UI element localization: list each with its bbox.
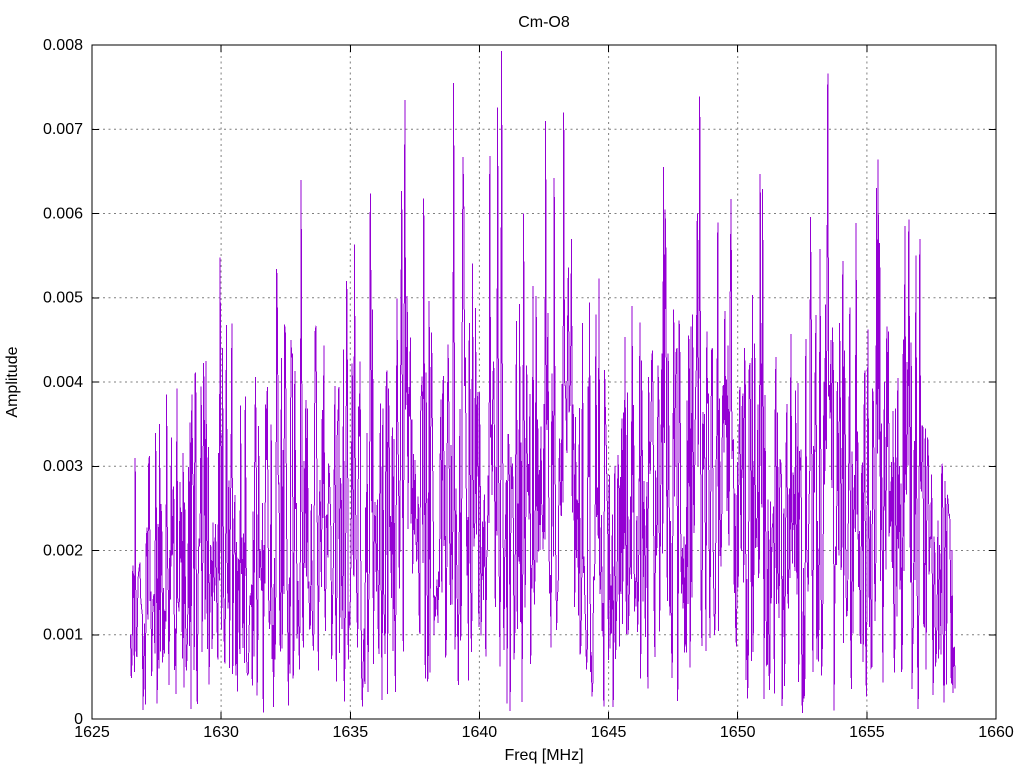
svg-text:Cm-O8: Cm-O8	[518, 14, 570, 31]
svg-text:1660: 1660	[978, 724, 1014, 741]
svg-text:0.001: 0.001	[43, 627, 83, 644]
svg-text:Amplitude: Amplitude	[4, 346, 21, 417]
svg-text:Freq [MHz]: Freq [MHz]	[504, 747, 583, 764]
svg-text:0.007: 0.007	[43, 121, 83, 138]
svg-text:1655: 1655	[849, 724, 885, 741]
svg-text:0.005: 0.005	[43, 290, 83, 307]
svg-text:0.004: 0.004	[43, 374, 83, 391]
svg-text:1635: 1635	[333, 724, 369, 741]
svg-text:0: 0	[74, 711, 83, 728]
svg-text:0.003: 0.003	[43, 458, 83, 475]
svg-text:1645: 1645	[591, 724, 627, 741]
svg-text:1630: 1630	[203, 724, 239, 741]
svg-text:0.008: 0.008	[43, 37, 83, 54]
svg-text:1640: 1640	[462, 724, 498, 741]
svg-text:1650: 1650	[720, 724, 756, 741]
svg-text:0.006: 0.006	[43, 205, 83, 222]
svg-text:0.002: 0.002	[43, 542, 83, 559]
svg-text:1625: 1625	[74, 724, 110, 741]
